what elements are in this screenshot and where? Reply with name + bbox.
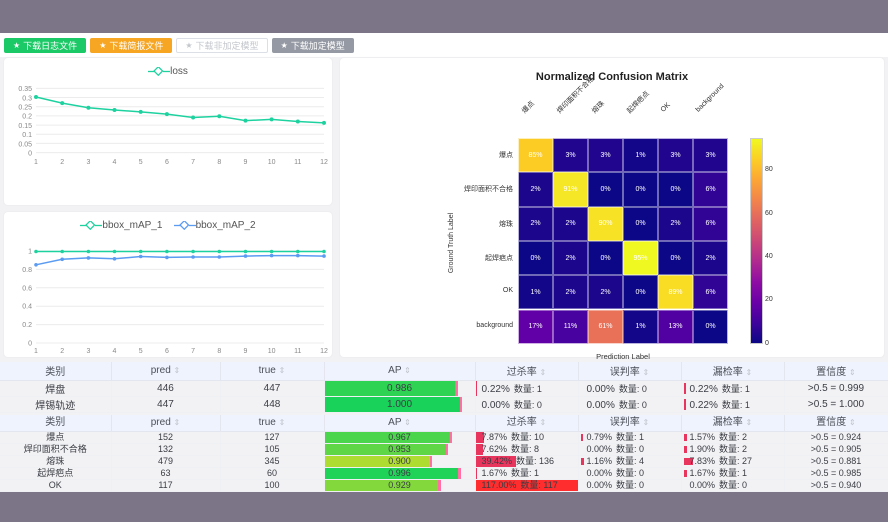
- svg-text:6: 6: [165, 159, 169, 166]
- svg-text:4: 4: [113, 159, 117, 166]
- svg-text:9: 9: [244, 159, 248, 166]
- svg-text:1: 1: [34, 159, 38, 166]
- svg-text:11: 11: [294, 348, 301, 355]
- svg-text:0.3: 0.3: [22, 95, 32, 102]
- svg-text:0.2: 0.2: [22, 322, 32, 329]
- svg-text:5: 5: [139, 348, 143, 355]
- svg-text:1: 1: [28, 249, 32, 256]
- svg-text:3: 3: [86, 159, 90, 166]
- svg-text:12: 12: [320, 348, 328, 355]
- svg-text:10: 10: [268, 159, 276, 166]
- svg-text:8: 8: [217, 159, 221, 166]
- svg-text:2: 2: [60, 159, 64, 166]
- svg-text:10: 10: [268, 348, 276, 355]
- svg-text:12: 12: [320, 159, 328, 166]
- svg-text:7: 7: [191, 348, 195, 355]
- svg-text:5: 5: [139, 159, 143, 166]
- svg-text:9: 9: [244, 348, 248, 355]
- svg-text:2: 2: [60, 348, 64, 355]
- svg-text:7: 7: [191, 159, 195, 166]
- svg-text:0.2: 0.2: [22, 114, 32, 121]
- svg-text:0.6: 0.6: [22, 285, 32, 292]
- svg-text:0: 0: [28, 341, 32, 348]
- svg-text:0.25: 0.25: [18, 105, 32, 112]
- svg-text:11: 11: [294, 159, 301, 166]
- svg-text:0.05: 0.05: [18, 141, 32, 148]
- svg-text:0.4: 0.4: [22, 304, 32, 311]
- svg-text:0.8: 0.8: [22, 267, 32, 274]
- svg-text:0: 0: [28, 150, 32, 157]
- svg-text:4: 4: [113, 348, 117, 355]
- svg-text:0.1: 0.1: [22, 132, 32, 139]
- svg-text:1: 1: [34, 348, 38, 355]
- svg-text:8: 8: [217, 348, 221, 355]
- svg-text:0.15: 0.15: [18, 123, 32, 130]
- svg-text:0.35: 0.35: [18, 86, 32, 93]
- svg-text:6: 6: [165, 348, 169, 355]
- svg-text:3: 3: [86, 348, 90, 355]
